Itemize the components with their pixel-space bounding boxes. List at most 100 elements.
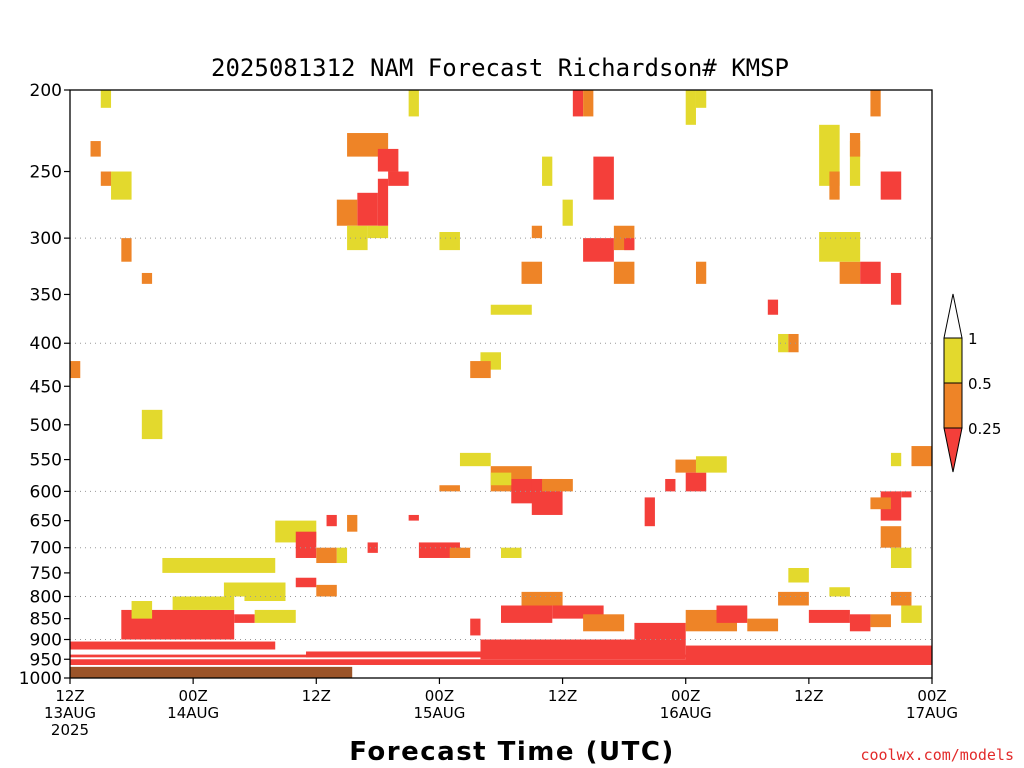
legend-swatch — [943, 427, 963, 473]
data-cell — [624, 238, 635, 251]
y-tick-label: 200 — [30, 81, 62, 101]
x-tick-label: 00Z — [425, 687, 454, 705]
data-cell — [439, 231, 460, 251]
data-cell — [501, 605, 553, 623]
data-cell — [254, 609, 296, 623]
data-cell — [121, 238, 132, 262]
y-tick-label: 550 — [30, 451, 62, 471]
plot-frame — [69, 89, 933, 679]
y-tick-label: 300 — [30, 229, 62, 249]
data-cell — [665, 478, 676, 492]
x-tick-label: 00Z — [917, 687, 946, 705]
data-cell — [613, 261, 635, 284]
data-cell — [808, 609, 850, 623]
data-cell — [829, 171, 840, 200]
data-cell — [490, 304, 532, 315]
data-cell — [501, 547, 522, 558]
data-cell — [388, 171, 409, 186]
data-cell — [542, 156, 553, 186]
x-tick-label: 16AUG — [660, 704, 712, 722]
data-cell — [583, 90, 594, 117]
data-cell — [295, 531, 317, 558]
y-tick-label: 950 — [30, 650, 62, 670]
data-cell — [162, 557, 276, 573]
data-cell — [778, 333, 789, 353]
legend: 1 0.5 0.25 — [943, 293, 1001, 473]
y-tick-label: 350 — [30, 285, 62, 305]
data-cell — [480, 639, 686, 660]
data-cell — [336, 199, 358, 226]
data-cell — [377, 178, 389, 226]
data-cell — [459, 452, 491, 467]
data-cell — [439, 485, 460, 492]
data-cell — [367, 542, 378, 553]
data-cell — [890, 272, 902, 305]
data-cell — [860, 261, 881, 284]
y-tick-label: 650 — [30, 512, 62, 532]
data-cell — [901, 605, 922, 623]
legend-label: 0.5 — [968, 375, 992, 393]
data-cell — [295, 577, 317, 588]
x-tick-label: 13AUG — [44, 704, 96, 722]
data-cell — [141, 409, 163, 440]
data-cell — [234, 614, 255, 623]
legend-swatch — [943, 337, 963, 384]
data-cell — [470, 361, 491, 379]
data-cell — [377, 148, 399, 172]
data-cell — [408, 514, 419, 521]
legend-label: 1 — [968, 330, 978, 348]
data-cell — [583, 238, 614, 262]
data-cell — [839, 261, 861, 284]
legend-swatch — [943, 382, 963, 429]
data-cell — [70, 666, 353, 678]
data-cell — [531, 225, 543, 239]
data-cell — [747, 618, 779, 632]
data-cell — [644, 497, 655, 527]
data-cell — [819, 124, 840, 186]
data-cell — [172, 596, 235, 610]
x-tick-label: 12Z — [548, 687, 577, 705]
data-cell — [111, 171, 132, 200]
y-axis: 200 250 300 350 400 450 500 550 600 650 700 750 800 8… — [19, 81, 70, 689]
data-cell — [490, 472, 512, 486]
data-cell — [70, 361, 81, 379]
data-cell — [70, 659, 932, 665]
y-tick-label: 900 — [30, 631, 62, 651]
data-cell — [890, 547, 912, 568]
data-cell — [593, 156, 614, 200]
data-cell — [521, 591, 563, 606]
data-cell — [890, 591, 912, 606]
x-tick-label: 12Z — [302, 687, 331, 705]
data-cell — [306, 651, 481, 658]
x-tick-label: 00Z — [671, 687, 700, 705]
y-tick-label: 750 — [30, 564, 62, 584]
data-cell — [316, 584, 337, 597]
data-cell — [449, 547, 471, 558]
data-cell — [521, 261, 543, 284]
data-cell — [90, 141, 101, 157]
x-tick-label: 15AUG — [413, 704, 465, 722]
y-tick-label: 400 — [30, 334, 62, 354]
x-tick-label: 14AUG — [167, 704, 219, 722]
data-cell — [716, 605, 748, 623]
data-cell — [367, 225, 389, 239]
y-tick-label: 450 — [30, 377, 62, 397]
site-credit: coolwx.com/models — [860, 746, 1014, 764]
data-cell — [572, 90, 584, 117]
data-cell — [357, 192, 378, 226]
data-cell — [100, 171, 112, 186]
data-cell — [901, 491, 912, 498]
data-layer — [70, 90, 932, 678]
data-cell — [634, 622, 686, 640]
data-cell — [131, 601, 153, 619]
data-cell — [470, 618, 481, 636]
data-cell — [695, 261, 707, 284]
data-cell — [418, 542, 460, 558]
data-cell — [778, 591, 809, 606]
x-tick-label: 2025 — [51, 721, 89, 739]
x-axis-label: Forecast Time (UTC) — [349, 737, 675, 767]
x-tick-label: 00Z — [178, 687, 207, 705]
data-cell — [562, 199, 573, 226]
data-cell — [336, 547, 348, 564]
